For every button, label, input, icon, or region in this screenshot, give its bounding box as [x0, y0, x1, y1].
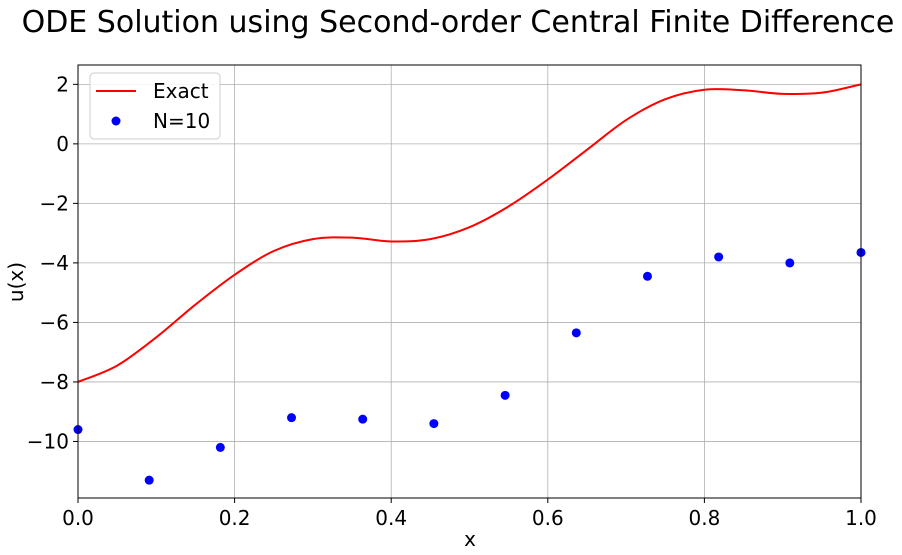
y-tick-label: −6	[40, 310, 69, 334]
n10-data-point	[215, 442, 225, 452]
y-tick-label: 2	[56, 72, 69, 96]
x-tick-label: 0.8	[688, 506, 720, 530]
x-axis-label: x	[464, 527, 476, 551]
n10-data-point	[287, 413, 297, 423]
plot-frame	[77, 64, 862, 499]
n10-data-point	[714, 252, 724, 262]
y-tick-label: 0	[56, 132, 69, 156]
y-tick-label: −4	[40, 251, 69, 275]
legend-n10-swatch	[111, 116, 121, 126]
y-tick-label: −10	[27, 429, 69, 453]
legend-exact-label: Exact	[153, 79, 209, 103]
n10-data-point	[144, 475, 154, 485]
x-tick-label: 0.0	[62, 506, 94, 530]
n10-data-point	[785, 258, 795, 268]
x-tick-label: 1.0	[845, 506, 877, 530]
y-axis-label: u(x)	[4, 262, 28, 302]
n10-data-point	[358, 414, 368, 424]
legend-n10-label: N=10	[153, 109, 210, 133]
chart-title: ODE Solution using Second-order Central …	[22, 5, 895, 40]
legend-box	[89, 72, 221, 140]
n10-data-point	[571, 328, 581, 338]
x-tick-label: 0.4	[375, 506, 407, 530]
n10-data-point	[642, 271, 652, 281]
y-tick-label: −8	[40, 370, 69, 394]
axis-ticks: 0.0 0.2 0.4 0.6 0.8 1.0 −10 −8 −6 −4 −2 0 2	[27, 72, 877, 530]
exact-solution-line	[77, 83, 862, 383]
n10-data-point	[500, 390, 510, 400]
legend: Exact N=10	[89, 72, 221, 140]
x-tick-label: 0.2	[219, 506, 251, 530]
plot-series	[73, 83, 866, 485]
n10-data-point	[429, 419, 439, 429]
y-tick-label: −2	[40, 191, 69, 215]
x-tick-label: 0.6	[532, 506, 564, 530]
